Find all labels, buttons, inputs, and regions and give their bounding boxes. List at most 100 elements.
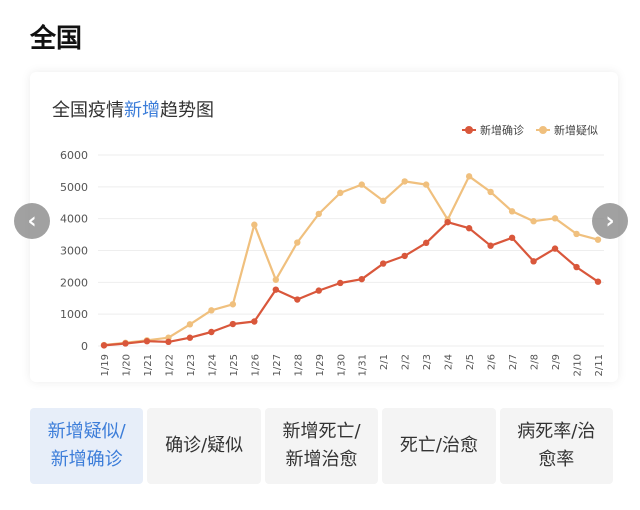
data-point-confirmed [594, 278, 602, 285]
data-point-suspected [487, 188, 494, 196]
data-point-confirmed [100, 342, 108, 349]
page-heading: 全国 [30, 24, 83, 54]
x-tick-label: 1/26 [250, 354, 261, 376]
legend-item-confirmed[interactable]: 新增确诊 [462, 122, 524, 138]
tab-label-line: 死亡/治愈 [399, 435, 478, 456]
data-point-confirmed [444, 218, 451, 226]
x-tick-label: 1/31 [358, 354, 369, 376]
data-point-confirmed [465, 225, 473, 232]
chart-plot: 0 1000 2000 3000 4000 5000 6000 1/19 1/20 1/21 1/2… [60, 149, 605, 376]
chevron-left-icon[interactable]: ‹ [14, 203, 50, 239]
data-point-confirmed [229, 320, 237, 328]
tab-confirmed-suspected-total[interactable]: 确诊/疑似 [147, 408, 261, 484]
x-tick-label: 2/10 [573, 354, 584, 376]
data-point-confirmed [401, 252, 408, 260]
data-point-confirmed [251, 318, 258, 325]
data-point-suspected [573, 230, 580, 238]
data-point-confirmed [508, 234, 516, 241]
x-tick-label: 2/9 [551, 354, 562, 370]
y-tick-label: 0 [81, 340, 88, 353]
tab-label-line: 新增确诊 [50, 449, 123, 470]
data-point-suspected [465, 173, 473, 180]
chart-title-prefix: 全国疫情 [52, 100, 124, 121]
y-tick-label: 6000 [60, 149, 88, 162]
data-point-confirmed [143, 338, 151, 345]
tab-suspected-confirmed[interactable]: 新增疑似/新增确诊 [30, 408, 144, 484]
tab-label-line: 病死率/治 [517, 421, 596, 442]
data-point-suspected [422, 181, 430, 188]
x-tick-label: 2/11 [594, 354, 605, 376]
x-tick-label: 1/29 [315, 354, 326, 376]
data-point-suspected [551, 215, 559, 222]
x-tick-label: 1/24 [207, 354, 218, 376]
data-point-suspected [208, 307, 215, 314]
tab-label-line: 新增死亡/ [282, 421, 361, 442]
series-line-confirmed [103, 221, 599, 347]
data-point-confirmed [208, 328, 215, 336]
x-tick-label: 1/23 [186, 354, 197, 376]
data-point-confirmed [337, 279, 344, 287]
data-point-confirmed [315, 287, 322, 294]
x-tick-label: 1/19 [100, 354, 111, 376]
tab-fatality-cure-rate[interactable]: 病死率/治愈率 [499, 408, 614, 484]
data-point-suspected [337, 189, 344, 197]
y-tick-label: 4000 [60, 213, 88, 226]
y-tick-label: 3000 [60, 245, 88, 258]
chart-title-highlight: 新增 [124, 100, 160, 121]
data-point-confirmed [530, 258, 537, 265]
tab-label-line: 确诊/疑似 [165, 435, 244, 456]
data-point-suspected [594, 236, 602, 243]
legend-item-suspected[interactable]: 新增疑似 [536, 122, 598, 138]
x-tick-label: 2/6 [487, 354, 498, 370]
x-tick-label: 1/30 [336, 354, 347, 376]
chart-title: 全国疫情新增趋势图 [52, 96, 214, 122]
data-point-confirmed [165, 338, 172, 346]
x-tick-label: 1/22 [164, 354, 175, 376]
data-point-confirmed [573, 263, 580, 271]
data-point-suspected [358, 181, 365, 188]
x-tick-label: 1/21 [143, 354, 154, 376]
data-point-suspected [186, 321, 194, 328]
x-tick-label: 2/5 [465, 354, 476, 370]
data-point-suspected [294, 239, 301, 246]
data-point-confirmed [122, 340, 129, 347]
y-tick-label: 2000 [60, 276, 88, 289]
tab-label-line: 新增疑似/ [47, 421, 126, 442]
data-point-confirmed [358, 275, 365, 283]
chevron-right-icon[interactable]: › [592, 203, 628, 239]
x-tick-label: 2/4 [444, 354, 455, 370]
x-tick-label: 2/7 [508, 354, 519, 370]
data-point-confirmed [186, 334, 194, 341]
x-tick-label: 1/28 [293, 354, 304, 376]
data-point-suspected [229, 301, 237, 308]
legend-swatch-confirmed [462, 125, 476, 135]
x-tick-label: 2/2 [401, 354, 412, 370]
chart-legend: 新增确诊 新增疑似 [462, 122, 598, 138]
data-point-suspected [380, 197, 387, 205]
data-point-confirmed [294, 296, 301, 303]
x-tick-label: 2/8 [530, 354, 541, 370]
data-point-suspected [530, 218, 537, 225]
data-point-suspected [401, 178, 408, 185]
data-point-suspected [272, 276, 280, 283]
tab-label-line: 愈率 [538, 449, 575, 470]
data-point-confirmed [380, 260, 387, 267]
y-tick-label: 1000 [60, 308, 88, 321]
data-point-confirmed [551, 245, 559, 252]
data-point-suspected [315, 210, 322, 218]
x-tick-label: 2/1 [379, 354, 390, 370]
legend-label-suspected: 新增疑似 [554, 124, 598, 137]
series-line-suspected [103, 175, 599, 347]
data-point-suspected [251, 221, 258, 228]
tab-deaths-cured-new[interactable]: 新增死亡/新增治愈 [264, 408, 379, 484]
y-tick-label: 5000 [60, 181, 88, 194]
data-point-confirmed [487, 242, 494, 249]
tab-deaths-cured[interactable]: 死亡/治愈 [382, 408, 496, 484]
chart-title-suffix: 趋势图 [160, 100, 214, 121]
data-point-suspected [508, 208, 516, 215]
legend-swatch-suspected [536, 125, 550, 135]
x-tick-label: 2/3 [422, 354, 433, 370]
legend-label-confirmed: 新增确诊 [480, 124, 524, 137]
x-tick-label: 1/27 [272, 354, 283, 376]
x-tick-label: 1/25 [229, 354, 240, 376]
